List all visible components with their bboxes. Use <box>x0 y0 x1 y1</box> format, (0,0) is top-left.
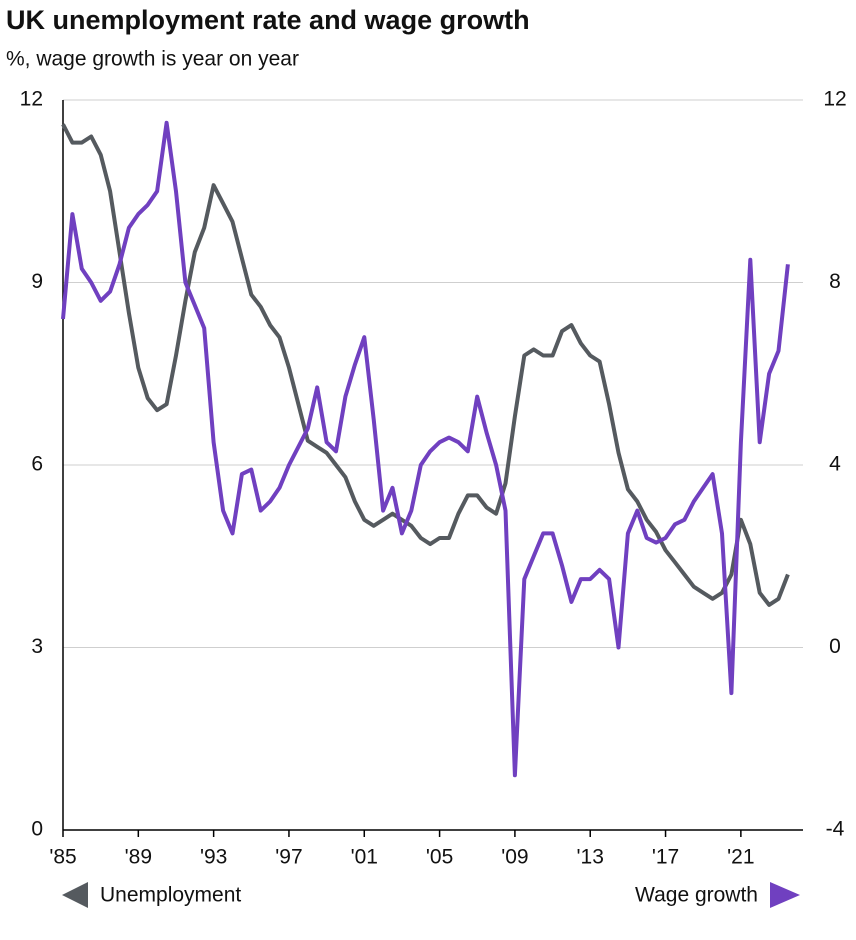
x-tick-label: '97 <box>275 846 302 869</box>
y-tick-label: 12 <box>20 88 43 111</box>
y2-tick-label: 0 <box>829 635 841 658</box>
x-tick-label: '85 <box>49 846 76 869</box>
y-tick-label: 6 <box>31 453 43 476</box>
y-tick-label: 9 <box>31 270 43 293</box>
series-line <box>61 123 790 607</box>
y2-tick-label: 8 <box>829 270 841 293</box>
x-tick-label: '17 <box>652 846 679 869</box>
x-tick-label: '05 <box>426 846 453 869</box>
y2-tick-label: 12 <box>823 88 846 111</box>
legend-label: Unemployment <box>100 884 241 907</box>
x-tick-label: '09 <box>501 846 528 869</box>
y-tick-label: 3 <box>31 635 43 658</box>
chart-title: UK unemployment rate and wage growth <box>6 5 530 35</box>
chart-subtitle: %, wage growth is year on year <box>6 48 299 71</box>
y2-tick-label: 4 <box>829 453 841 476</box>
x-tick-label: '93 <box>200 846 227 869</box>
series-line <box>61 120 790 778</box>
x-tick-label: '21 <box>727 846 754 869</box>
legend-marker <box>770 882 800 908</box>
legend-label: Wage growth <box>635 884 758 907</box>
legend-marker <box>62 882 88 908</box>
x-tick-label: '89 <box>125 846 152 869</box>
y2-tick-label: -4 <box>826 818 845 841</box>
x-tick-label: '13 <box>577 846 604 869</box>
x-tick-label: '01 <box>351 846 378 869</box>
y-tick-label: 0 <box>31 818 43 841</box>
